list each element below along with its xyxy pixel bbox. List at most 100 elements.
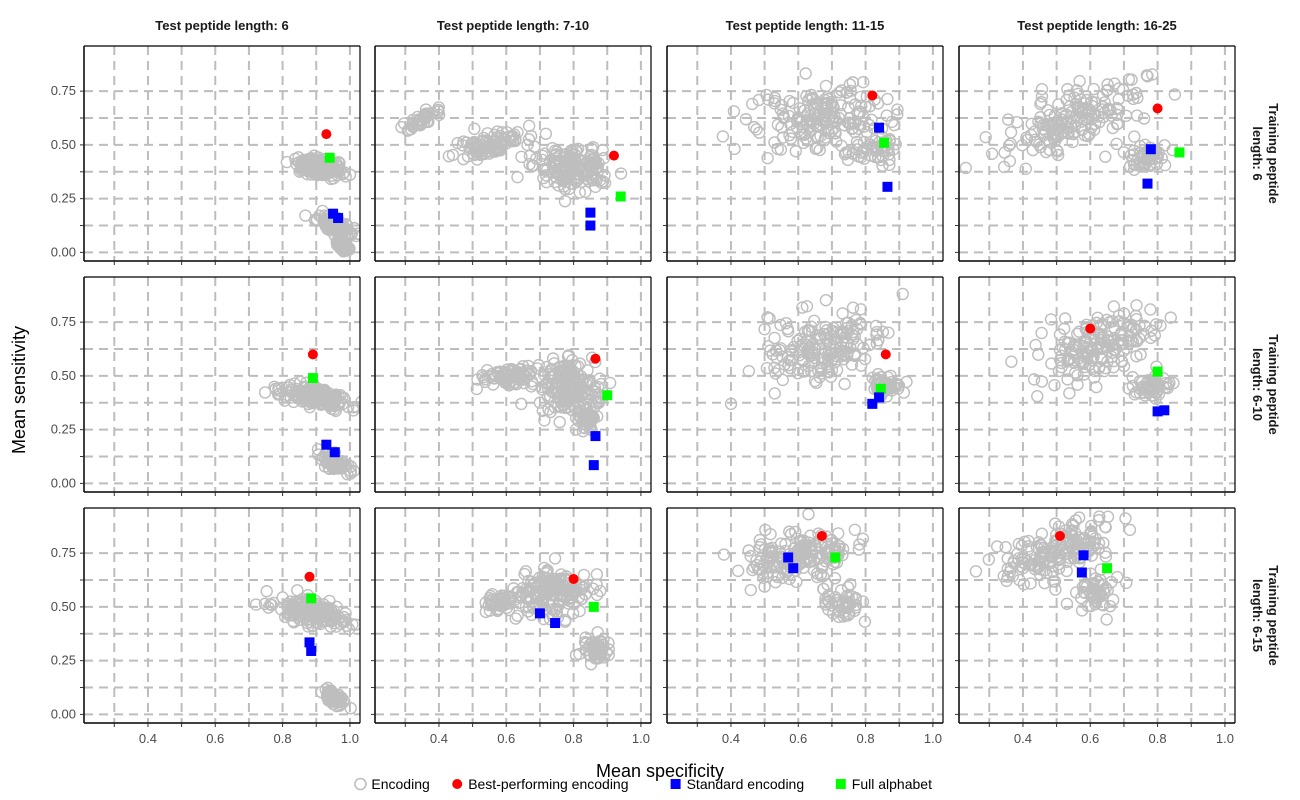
encoding-point <box>511 170 524 184</box>
encoding-point <box>564 146 577 160</box>
encoding-point <box>522 133 536 146</box>
encoding-point <box>1068 119 1082 133</box>
encoding-point <box>778 358 791 371</box>
encoding-point <box>1126 88 1140 101</box>
encoding-point <box>1164 311 1177 324</box>
row-facet-label-line: length: 6-15 <box>1250 579 1265 652</box>
encoding-point <box>511 609 524 622</box>
legend-item: Full alphabet <box>835 776 932 792</box>
encoding-point <box>302 620 315 633</box>
encoding-point <box>1123 329 1136 343</box>
encoding-point <box>1052 364 1066 378</box>
encoding-point <box>1120 576 1133 590</box>
encoding-point <box>793 332 807 346</box>
encoding-point <box>590 568 604 581</box>
y-tick-label: 0.00 <box>51 244 76 259</box>
encoding-point <box>807 314 821 327</box>
encoding-point <box>724 397 738 411</box>
encoding-point <box>1016 561 1030 575</box>
encoding-point <box>312 393 326 406</box>
encoding-point <box>500 368 513 382</box>
encoding-point <box>876 159 889 172</box>
encoding-point <box>1045 357 1058 370</box>
column-facet-label: Test peptide length: 16-25 <box>1017 18 1176 33</box>
encoding-point <box>834 340 848 353</box>
encoding-point <box>1028 563 1042 576</box>
y-tick-label: 0.75 <box>51 314 76 329</box>
encoding-point <box>569 648 583 662</box>
facet-panel <box>371 276 652 496</box>
encoding-point <box>540 566 553 580</box>
encoding-point <box>1092 542 1105 556</box>
encoding-point <box>1052 562 1066 575</box>
encoding-point <box>269 382 282 396</box>
encoding-point <box>792 542 806 555</box>
x-tick-label: 0.8 <box>857 731 875 746</box>
encoding-point <box>571 405 585 418</box>
encoding-point <box>783 525 796 538</box>
encoding-point <box>857 75 870 89</box>
encoding-point <box>258 597 272 611</box>
encoding-point <box>553 574 566 587</box>
encoding-point <box>1052 98 1065 111</box>
encoding-point <box>1111 117 1125 130</box>
encoding-point <box>1012 537 1026 551</box>
encoding-point <box>784 118 797 131</box>
encoding-point <box>1048 517 1062 530</box>
encoding-point <box>305 159 318 172</box>
encoding-point <box>1071 378 1084 391</box>
encoding-point <box>854 359 868 372</box>
encoding-point <box>1069 366 1082 379</box>
encoding-point <box>314 617 327 631</box>
encoding-point <box>1128 388 1141 401</box>
encoding-point <box>848 523 862 537</box>
encoding-points <box>395 101 628 208</box>
encoding-point <box>869 374 882 387</box>
encoding-point <box>728 142 741 156</box>
encoding-point <box>1096 103 1110 116</box>
x-tick-label: 0.6 <box>206 731 224 746</box>
encoding-point <box>869 319 883 333</box>
encoding-point <box>820 324 834 337</box>
full-alphabet-point <box>324 152 335 163</box>
encoding-point <box>1021 554 1034 568</box>
encoding-point <box>561 360 574 373</box>
standard-encoding-point <box>328 208 339 219</box>
encoding-point <box>768 331 781 345</box>
encoding-point <box>1111 570 1124 584</box>
best-encoding-point <box>867 90 878 101</box>
encoding-point <box>842 101 855 114</box>
encoding-point <box>1090 380 1103 394</box>
encoding-point <box>1142 374 1155 387</box>
encoding-point <box>1101 583 1114 597</box>
encoding-point <box>870 141 883 155</box>
encoding-point <box>850 143 864 156</box>
encoding-point <box>841 596 854 609</box>
encoding-point <box>1145 380 1158 393</box>
encoding-point <box>834 346 847 360</box>
encoding-point <box>1011 547 1024 560</box>
encoding-point <box>1010 116 1024 129</box>
encoding-point <box>339 240 352 253</box>
y-tick-label: 0.75 <box>51 545 76 560</box>
encoding-point <box>727 105 741 118</box>
encoding-point <box>1140 69 1154 82</box>
encoding-point <box>522 583 535 597</box>
encoding-point <box>819 598 832 611</box>
encoding-point <box>487 371 500 385</box>
encoding-point <box>849 313 863 327</box>
encoding-point <box>841 86 854 99</box>
encoding-point <box>754 555 767 568</box>
encoding-point <box>1100 313 1113 327</box>
encoding-point <box>579 185 592 198</box>
encoding-point <box>1117 344 1130 358</box>
encoding-point <box>432 105 445 118</box>
encoding-point <box>557 174 570 188</box>
encoding-point <box>796 301 809 314</box>
encoding-point <box>1081 105 1095 119</box>
encoding-point <box>845 328 859 341</box>
encoding-point <box>832 610 846 624</box>
full-alphabet-point <box>1174 147 1185 158</box>
encoding-point <box>764 546 777 560</box>
